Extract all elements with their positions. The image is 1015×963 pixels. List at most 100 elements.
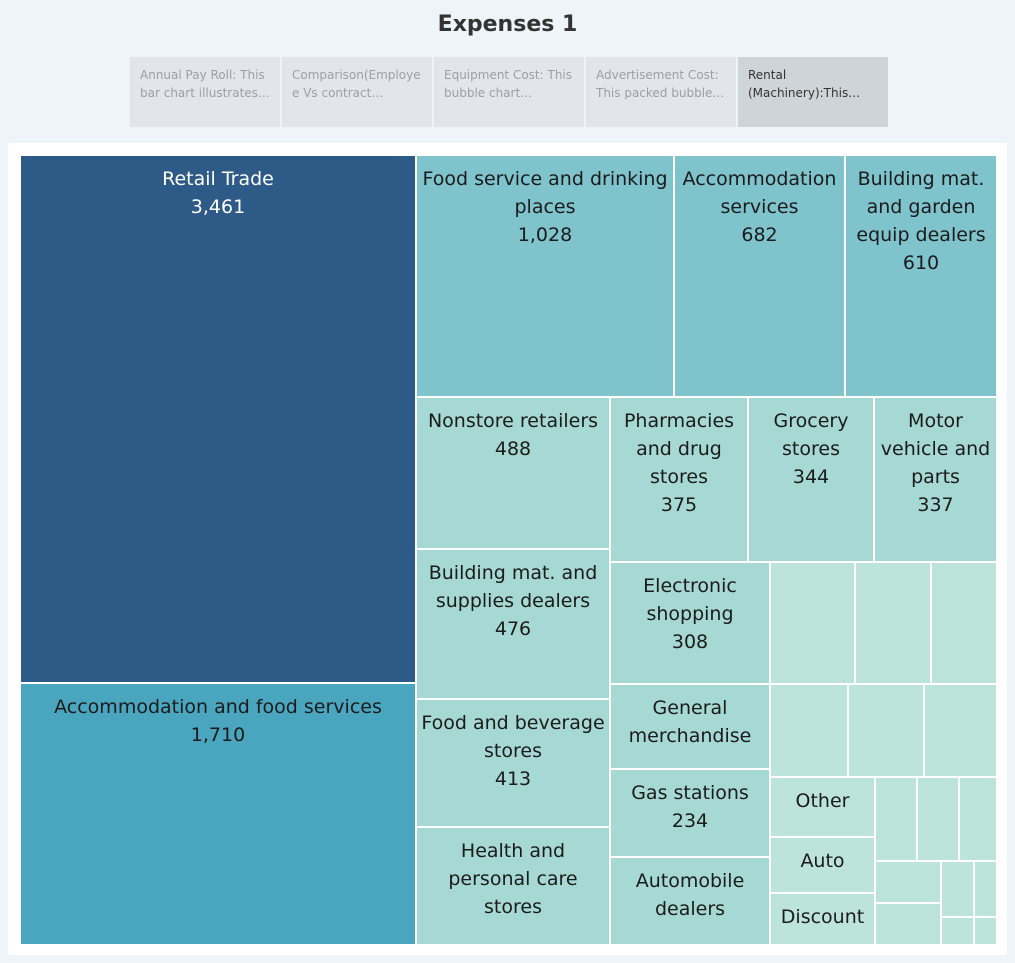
- tile-label-line: services: [720, 196, 799, 218]
- tile-label-line: Accommodation: [682, 168, 837, 190]
- treemap-tile-retail-trade[interactable]: Retail Trade 3,461: [20, 155, 416, 683]
- treemap-tile-food-and-beverage-stores[interactable]: Food and beverage stores 413: [416, 699, 610, 827]
- treemap-tile-building-mat-and-garden-equip-dealers[interactable]: Building mat. and garden equip dealers 610: [845, 155, 997, 397]
- tile-label: Pharmacies and drug stores 375: [615, 407, 743, 519]
- treemap-tile-accommodation-and-food-services[interactable]: Accommodation and food services 1,710: [20, 683, 416, 945]
- treemap-chart: Retail Trade 3,461 Accommodation and food …: [20, 155, 997, 945]
- tile-label-line: Electronic: [643, 575, 737, 597]
- tile-label-line: 375: [660, 494, 698, 516]
- tile-label-line: General: [652, 697, 728, 719]
- treemap-tile-gas-stations[interactable]: Gas stations 234: [610, 769, 770, 857]
- treemap-tile-unlabeled[interactable]: [770, 562, 855, 684]
- tab-equipment-cost[interactable]: Equipment Cost: This bubble chart visual…: [434, 57, 584, 127]
- tile-label-line: Food and beverage: [421, 712, 605, 734]
- treemap-tile-accommodation-services[interactable]: Accommodation services 682: [674, 155, 845, 397]
- tile-label-line: Grocery: [773, 410, 849, 432]
- tile-label-line: places: [514, 196, 576, 218]
- tile-label: Health and personal care stores: [421, 837, 605, 921]
- treemap-tile-food-service-and-drinking-places[interactable]: Food service and drinking places 1,028: [416, 155, 674, 397]
- tab-label: Comparison(Employee Vs contract Labours)…: [292, 68, 421, 100]
- treemap-tile-unlabeled[interactable]: [770, 684, 848, 777]
- tile-label-line: Gas stations: [631, 782, 749, 804]
- treemap-tile-pharmacies-and-drug-stores[interactable]: Pharmacies and drug stores 375: [610, 397, 748, 562]
- treemap-tile-building-mat-and-supplies-dealers[interactable]: Building mat. and supplies dealers 476: [416, 549, 610, 699]
- tab-label: Rental (Machinery):This tree..: [748, 68, 849, 100]
- tile-label-line: Retail Trade: [162, 168, 274, 190]
- tile-label-line: dealers: [654, 898, 726, 920]
- tile-label: General merchandise: [615, 694, 765, 750]
- tile-label-line: Food service and drinking: [422, 168, 668, 190]
- tile-label: Accommodation services 682: [679, 165, 840, 249]
- tile-label-line: 1,028: [517, 224, 573, 246]
- tile-label-line: 234: [671, 810, 709, 832]
- tile-label: Grocery stores 344: [753, 407, 869, 491]
- tile-label: Nonstore retailers 488: [421, 407, 605, 463]
- treemap-tile-unlabeled[interactable]: [875, 861, 941, 903]
- tile-label-line: stores: [650, 466, 708, 488]
- tile-label-line: stores: [484, 740, 542, 762]
- treemap-tile-health-and-personal-care-stores[interactable]: Health and personal care stores: [416, 827, 610, 945]
- tile-label-line: Pharmacies: [623, 410, 735, 432]
- treemap-tile-unlabeled[interactable]: [875, 903, 941, 945]
- tile-label: Building mat. and garden equip dealers 610: [850, 165, 992, 277]
- treemap-tile-other[interactable]: Other: [770, 777, 875, 837]
- treemap-tile-unlabeled[interactable]: [974, 861, 997, 917]
- tile-label-line: shopping: [646, 603, 734, 625]
- tab-annual-pay-roll[interactable]: Annual Pay Roll: This bar chart illustra…: [130, 57, 280, 127]
- tile-label-line: Building mat. and: [428, 562, 598, 584]
- treemap-tile-unlabeled[interactable]: [855, 562, 931, 684]
- treemap-tile-motor-vehicle-and-parts[interactable]: Motor vehicle and parts 337: [874, 397, 997, 562]
- treemap-tile-electronic-shopping[interactable]: Electronic shopping 308: [610, 562, 770, 684]
- treemap-tile-unlabeled[interactable]: [959, 777, 997, 861]
- tile-label-line: Health and: [460, 840, 566, 862]
- tile-label-line: Other: [795, 790, 850, 812]
- tile-label: Retail Trade 3,461: [25, 165, 411, 221]
- tile-label: Auto: [775, 847, 870, 875]
- tile-label-line: 610: [902, 252, 940, 274]
- tab-label: Annual Pay Roll: This bar chart illustra…: [140, 68, 265, 100]
- tile-label-line: 1,710: [190, 724, 246, 746]
- treemap-tile-unlabeled[interactable]: [917, 777, 959, 861]
- tile-label-line: and drug: [636, 438, 722, 460]
- tab-comparison[interactable]: Comparison(Employee Vs contract Labours)…: [282, 57, 432, 127]
- tile-label: Accommodation and food services 1,710: [25, 693, 411, 749]
- treemap-tile-unlabeled[interactable]: [931, 562, 997, 684]
- tile-label-line: 308: [671, 631, 709, 653]
- treemap-tile-unlabeled[interactable]: [941, 917, 974, 945]
- tile-label-line: 3,461: [190, 196, 246, 218]
- tile-label-line: Discount: [780, 906, 865, 928]
- tile-label: Electronic shopping 308: [615, 572, 765, 656]
- treemap-tile-unlabeled[interactable]: [924, 684, 997, 777]
- treemap-tile-nonstore-retailers[interactable]: Nonstore retailers 488: [416, 397, 610, 549]
- tile-label-line: personal care: [448, 868, 578, 890]
- tile-label-line: 413: [494, 768, 532, 790]
- tile-label-line: Motor: [908, 410, 963, 432]
- tile-label: Food and beverage stores 413: [421, 709, 605, 793]
- tile-label-line: 488: [494, 438, 532, 460]
- treemap-tile-unlabeled[interactable]: [941, 861, 974, 917]
- treemap-tile-automobile-dealers[interactable]: Automobile dealers: [610, 857, 770, 945]
- tile-label: Motor vehicle and parts 337: [879, 407, 992, 519]
- tile-label-line: stores: [782, 438, 840, 460]
- tile-label-line: parts: [911, 466, 960, 488]
- page-title: Expenses 1: [437, 12, 578, 37]
- tile-label: Gas stations 234: [615, 779, 765, 835]
- treemap-tile-auto[interactable]: Auto: [770, 837, 875, 893]
- treemap-tile-unlabeled[interactable]: [974, 917, 997, 945]
- tile-label-line: supplies dealers: [435, 590, 591, 612]
- tile-label: Building mat. and supplies dealers 476: [421, 559, 605, 643]
- treemap-tile-discount[interactable]: Discount: [770, 893, 875, 945]
- treemap-tile-grocery-stores[interactable]: Grocery stores 344: [748, 397, 874, 562]
- tile-label-line: Auto: [800, 850, 845, 872]
- tile-label: Food service and drinking places 1,028: [421, 165, 669, 249]
- tile-label: Automobile dealers: [615, 867, 765, 923]
- treemap-tile-unlabeled[interactable]: [848, 684, 924, 777]
- tab-rental-machinery[interactable]: Rental (Machinery):This tree..: [738, 57, 888, 127]
- tab-advertisement-cost[interactable]: Advertisement Cost: This packed bubble c…: [586, 57, 736, 127]
- tile-label: Other: [775, 787, 870, 815]
- tile-label-line: Nonstore retailers: [427, 410, 599, 432]
- tile-label-line: 344: [792, 466, 830, 488]
- treemap-tile-unlabeled[interactable]: [875, 777, 917, 861]
- tile-label-line: Automobile: [635, 870, 745, 892]
- treemap-tile-general-merchandise[interactable]: General merchandise: [610, 684, 770, 769]
